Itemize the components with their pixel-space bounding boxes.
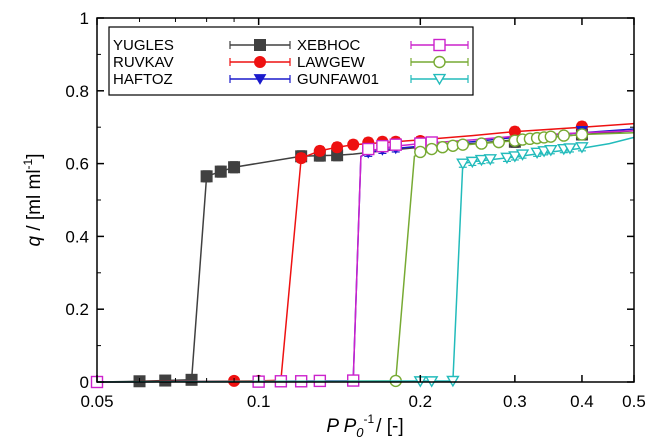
x-tick-label: 0.2	[408, 392, 432, 411]
data-point	[515, 149, 530, 161]
y-tick-label: 0.4	[65, 227, 89, 246]
legend-box	[108, 26, 474, 96]
legend-label: LAWGEW	[297, 54, 366, 71]
data-point	[376, 139, 389, 153]
data-point	[214, 165, 227, 178]
data-point	[295, 152, 308, 165]
x-axis-title: P P0-1/ [-]	[326, 412, 403, 440]
legend-marker	[254, 56, 266, 68]
data-point	[530, 147, 544, 160]
legend-item-yugles: YUGLES	[113, 37, 291, 54]
y-axis-title: q / [ml ml-1]	[21, 153, 45, 246]
ticks-layer: 0.05 0.1 0.2 0.3 0.4 0.5 0 0.2 0.4 0.6 0.8 1	[65, 9, 645, 411]
y-tick-label: 1	[80, 9, 89, 28]
x-tick-label: 0.4	[570, 392, 594, 411]
data-point	[544, 145, 558, 157]
data-point	[159, 374, 172, 387]
data-point	[508, 151, 522, 163]
legend-label: XEBHOC	[297, 37, 361, 54]
data-point	[544, 130, 558, 143]
series-lawgew	[96, 128, 635, 388]
legend-item-lawgew: LAWGEW	[297, 54, 469, 71]
data-point	[362, 142, 375, 156]
legend-marker	[254, 39, 266, 51]
data-point	[500, 152, 514, 165]
data-point	[456, 158, 470, 170]
data-point	[228, 161, 241, 174]
data-point	[492, 135, 505, 149]
legend-marker	[433, 38, 446, 52]
data-point	[446, 375, 460, 388]
data-point	[200, 170, 213, 183]
data-point	[456, 138, 470, 151]
data-point	[575, 128, 589, 141]
data-point	[465, 156, 480, 169]
y-tick-label: 0	[80, 373, 89, 392]
data-point	[436, 141, 449, 154]
legend-label: YUGLES	[113, 37, 174, 54]
data-point	[483, 154, 498, 166]
legend-item-xebhoc: XEBHOC	[297, 37, 469, 54]
legend-label: GUNFAW01	[297, 71, 379, 88]
legend-label: RUVKAV	[113, 54, 174, 71]
legend-marker	[433, 55, 446, 69]
legend-item-ruvkav: RUVKAV	[113, 54, 291, 71]
data-point	[425, 142, 438, 156]
x-tick-label: 0.3	[503, 392, 527, 411]
data-point	[331, 141, 344, 154]
data-point	[313, 144, 326, 157]
legend-marker	[432, 73, 447, 86]
legend-item-gunfaw01: GUNFAW01	[297, 71, 469, 88]
data-point	[474, 154, 489, 167]
data-point	[475, 137, 488, 150]
y-tick-label: 0.6	[65, 155, 89, 174]
x-tick-label: 0.1	[247, 392, 271, 411]
data-point	[414, 145, 427, 159]
data-point	[389, 138, 402, 151]
data-point	[575, 142, 589, 154]
data-point	[347, 138, 360, 151]
x-tick-label: 0.5	[622, 392, 646, 411]
data-point	[185, 373, 198, 386]
x-tick-label: 0.05	[80, 392, 113, 411]
data-point	[563, 143, 577, 155]
legend-marker	[253, 74, 267, 85]
y-tick-label: 0.8	[65, 82, 89, 101]
data-point	[557, 129, 570, 142]
series-gunfaw01	[96, 136, 635, 388]
y-tick-label: 0.2	[65, 300, 89, 319]
legend-item-haftoz: HAFTOZ	[113, 71, 291, 88]
legend-label: HAFTOZ	[113, 71, 173, 88]
